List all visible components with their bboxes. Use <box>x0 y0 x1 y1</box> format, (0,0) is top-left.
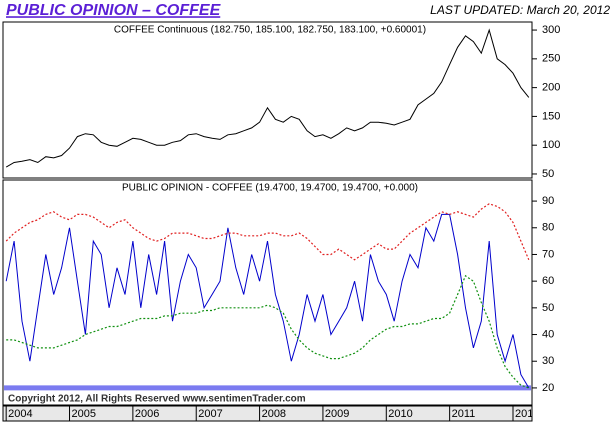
y-tick-label: 70 <box>542 248 554 260</box>
y-tick-label: 90 <box>542 195 554 207</box>
x-tick-label: 2007 <box>198 408 222 420</box>
panel-label: PUBLIC OPINION - COFFEE (19.4700, 19.470… <box>122 183 418 194</box>
y-tick-label: 100 <box>542 139 560 151</box>
y-tick-label: 300 <box>542 24 560 36</box>
y-tick-label: 30 <box>542 355 554 367</box>
y-tick-label: 50 <box>542 302 554 314</box>
x-tick-label: 2004 <box>8 408 32 420</box>
x-tick-label: 2009 <box>325 408 349 420</box>
y-tick-label: 60 <box>542 275 554 287</box>
page-title: PUBLIC OPINION – COFFEE <box>6 2 222 19</box>
y-tick-label: 40 <box>542 328 554 340</box>
last-updated: LAST UPDATED: March 20, 2012 <box>430 3 610 17</box>
panel-frame <box>2 21 533 179</box>
x-tick-label: 2008 <box>262 408 286 420</box>
x-tick-label: 2006 <box>135 408 159 420</box>
y-tick-label: 20 <box>542 382 554 394</box>
y-tick-label: 200 <box>542 82 560 94</box>
panel-label: COFFEE Continuous (182.750, 185.100, 182… <box>114 25 426 36</box>
panel-frame <box>2 179 533 406</box>
y-tick-label: 80 <box>542 222 554 234</box>
series-line <box>5 203 530 261</box>
y-tick-label: 50 <box>542 168 554 180</box>
date-strip <box>2 405 533 422</box>
x-axis: 2004 2005 2006 2007 2008 2009 2010 2011 2012 <box>5 406 539 421</box>
y-tick-label: 150 <box>542 110 560 122</box>
x-tick-label: 2010 <box>388 408 412 420</box>
x-tick-label: 2005 <box>72 408 96 420</box>
x-tick-label: 2012 <box>515 408 539 420</box>
series-line <box>5 213 530 389</box>
copyright: Copyright 2012, All Rights Reserved www.… <box>8 394 306 405</box>
y-tick-label: 250 <box>542 53 560 65</box>
x-tick-label: 2011 <box>452 408 476 420</box>
series-line <box>5 28 530 168</box>
